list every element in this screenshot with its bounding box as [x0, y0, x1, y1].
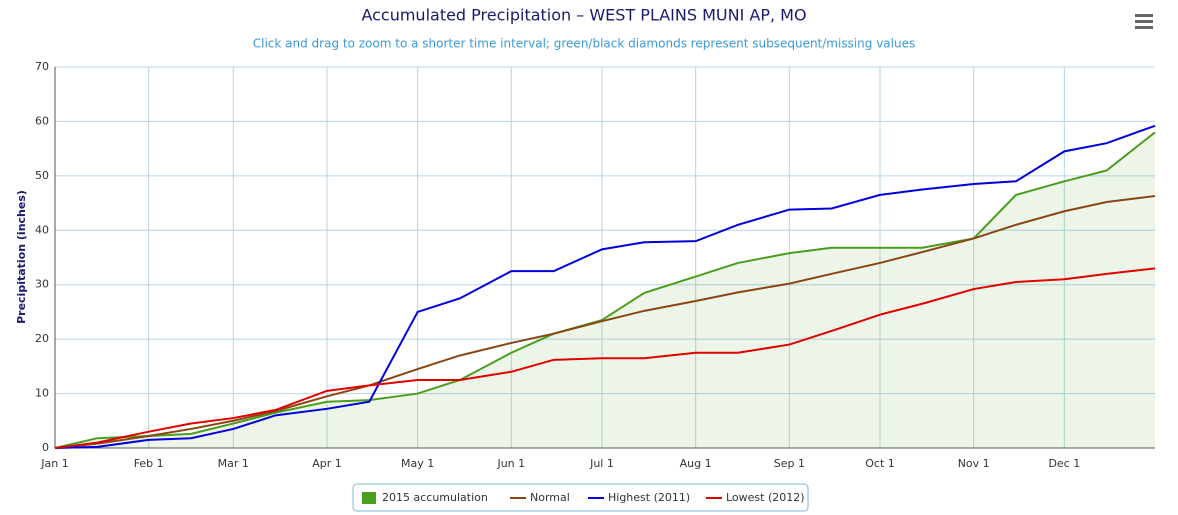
chart-subtitle: Click and drag to zoom to a shorter time…	[253, 37, 915, 51]
menu-bar	[1135, 26, 1153, 29]
x-tick-label: Jan 1	[40, 457, 68, 470]
x-tick-label: Feb 1	[134, 457, 164, 470]
series-line	[54, 124, 1156, 449]
y-tick-label: 60	[35, 114, 49, 127]
x-tick-label: Mar 1	[218, 457, 249, 470]
y-tick-label: 10	[35, 387, 49, 400]
x-tick-label: Apr 1	[312, 457, 342, 470]
legend-label: Highest (2011)	[608, 491, 690, 504]
y-axis-label: Precipitation (inches)	[15, 190, 28, 324]
series-line	[54, 267, 1156, 449]
legend-label: Normal	[530, 491, 570, 504]
x-tick-label: Nov 1	[958, 457, 990, 470]
legend-swatch	[362, 492, 376, 504]
x-tick-label: Dec 1	[1048, 457, 1080, 470]
chart-title: Accumulated Precipitation – WEST PLAINS …	[361, 6, 806, 25]
y-tick-label: 20	[35, 332, 49, 345]
x-tick-label: Oct 1	[865, 457, 895, 470]
menu-button[interactable]	[1135, 14, 1153, 29]
legend-label: Lowest (2012)	[726, 491, 805, 504]
x-tick-label: Sep 1	[774, 457, 805, 470]
menu-bar	[1135, 20, 1153, 23]
area	[55, 132, 1155, 449]
y-tick-label: 50	[35, 169, 49, 182]
y-tick-label: 0	[42, 441, 49, 454]
legend-label: 2015 accumulation	[382, 491, 488, 504]
x-tick-label: Aug 1	[680, 457, 712, 470]
x-tick-label: Jul 1	[589, 457, 614, 470]
y-tick-label: 70	[35, 60, 49, 73]
series-line	[54, 195, 1156, 449]
menu-bar	[1135, 14, 1153, 17]
y-tick-label: 30	[35, 278, 49, 291]
legend-box	[352, 483, 809, 512]
x-tick-label: May 1	[401, 457, 434, 470]
x-tick-label: Jun 1	[496, 457, 525, 470]
y-tick-label: 40	[35, 223, 49, 236]
